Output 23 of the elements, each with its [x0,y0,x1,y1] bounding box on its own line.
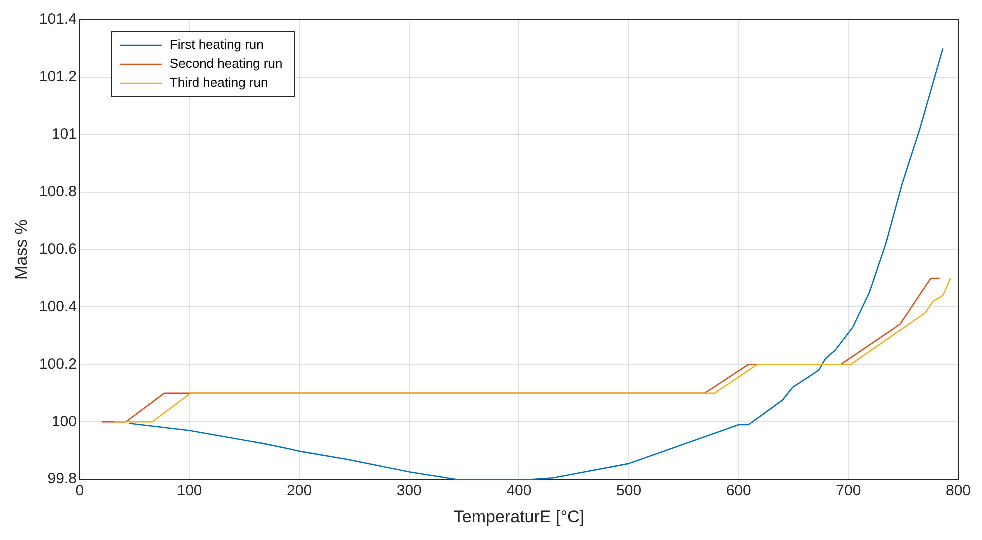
y-tick-label: 100.2 [39,356,77,373]
y-axis-title: Mass % [12,220,31,280]
legend-label: First heating run [170,37,264,52]
y-tick-label: 101.2 [39,68,77,86]
y-tick-label: 101 [52,126,77,144]
x-tick-label: 400 [506,482,532,500]
y-tick-label: 101.4 [39,11,77,28]
legend-label: Third heating run [170,75,268,90]
x-tick-label: 700 [836,482,862,500]
x-axis-title: TemperaturE [°C] [454,507,584,526]
y-tick-label: 100 [52,413,77,430]
y-tick-label: 100.4 [39,298,77,316]
x-tick-label: 200 [287,482,312,500]
y-tick-label: 100.8 [39,183,77,200]
y-tick-label: 99.8 [48,470,77,488]
x-tick-label: 100 [177,482,202,500]
legend-label: Second heating run [170,56,283,72]
x-tick-label: 600 [726,482,752,500]
x-tick-label: 800 [946,482,971,500]
y-tick-label: 100.6 [39,240,77,258]
x-tick-label: 300 [396,482,422,500]
x-tick-label: 500 [616,482,642,500]
x-tick-label: 0 [76,482,84,500]
